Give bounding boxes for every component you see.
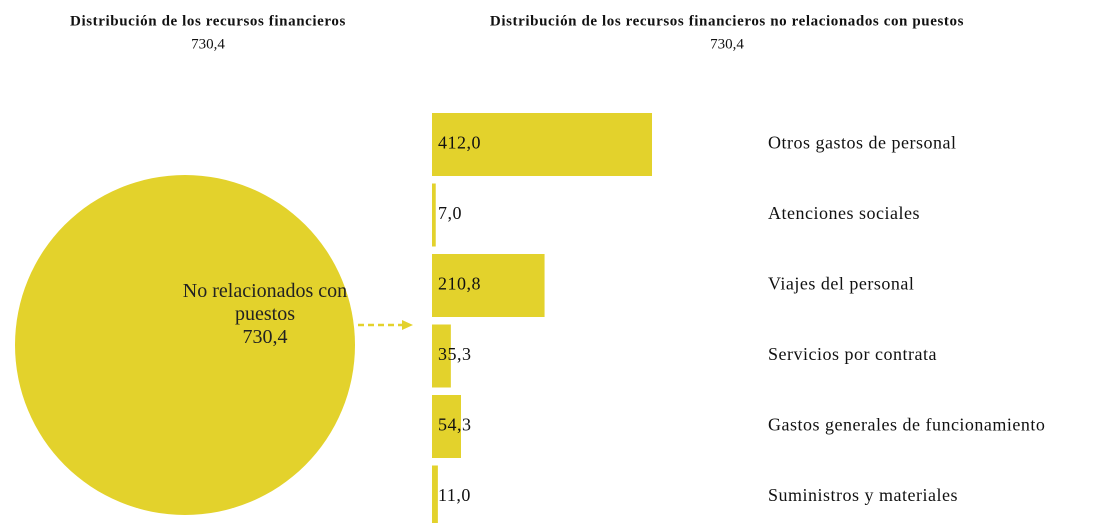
pie-slice [15, 175, 355, 515]
bar [432, 254, 545, 317]
slice-label: No relacionados con puestos [182, 280, 348, 325]
chart-subtitle: 730,4 [191, 36, 225, 52]
bar-value-label: 54,3 [438, 415, 472, 435]
bar [432, 395, 461, 458]
bar-value-label: 412,0 [438, 133, 481, 153]
chart-subtitle: 730,4 [710, 36, 744, 52]
bar-value-label: 11,0 [438, 485, 471, 505]
bar-value-label: 210,8 [438, 274, 481, 294]
category-label: Gastos generales de funcionamiento [768, 415, 1045, 435]
chart-title: Distribución de los recursos financieros… [490, 13, 964, 29]
category-label: Otros gastos de personal [768, 133, 956, 153]
category-label: Atenciones sociales [768, 203, 920, 223]
bar [432, 183, 436, 247]
bar [432, 324, 451, 388]
category-label: Suministros y materiales [768, 485, 958, 505]
category-label: Servicios por contrata [768, 344, 937, 364]
category-label: Viajes del personal [768, 274, 914, 294]
chart-title: Distribución de los recursos financieros [70, 13, 346, 29]
bar-value-label: 35,3 [438, 344, 472, 364]
slice-value-label: 730,4 [242, 326, 288, 348]
arrow-head [402, 320, 413, 330]
bar-value-label: 7,0 [438, 203, 462, 223]
bar [432, 465, 438, 523]
bar [432, 113, 653, 176]
